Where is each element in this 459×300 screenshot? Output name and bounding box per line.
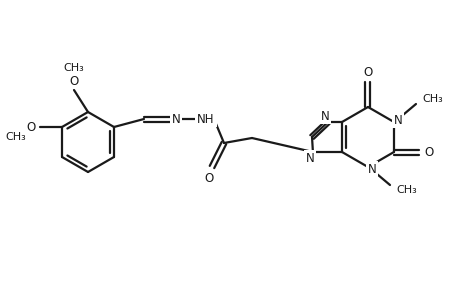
- Text: NH: NH: [197, 112, 214, 125]
- Text: N: N: [305, 152, 313, 164]
- Text: N: N: [393, 113, 402, 127]
- Text: N: N: [320, 110, 329, 122]
- Text: N: N: [367, 163, 375, 176]
- Text: O: O: [204, 172, 213, 185]
- Text: O: O: [69, 74, 78, 88]
- Text: O: O: [363, 65, 372, 79]
- Text: CH₃: CH₃: [63, 63, 84, 73]
- Text: N: N: [171, 112, 180, 125]
- Text: CH₃: CH₃: [6, 132, 26, 142]
- Text: CH₃: CH₃: [395, 185, 416, 195]
- Text: O: O: [26, 121, 35, 134]
- Text: O: O: [424, 146, 433, 158]
- Text: CH₃: CH₃: [421, 94, 442, 104]
